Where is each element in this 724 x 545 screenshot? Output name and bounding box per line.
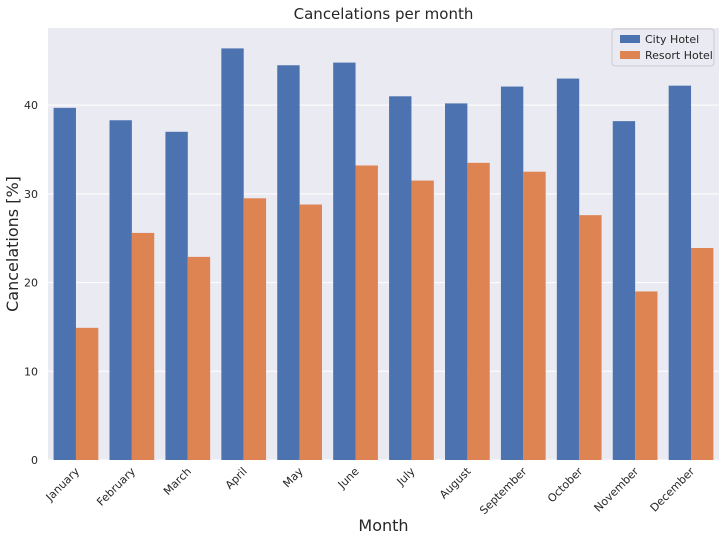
bar-resort-hotel-january bbox=[75, 327, 99, 460]
bar-resort-hotel-december bbox=[691, 247, 714, 460]
grid-lines bbox=[48, 104, 719, 461]
bar-resort-hotel-november bbox=[635, 291, 658, 460]
bar-city-hotel-june bbox=[333, 62, 356, 460]
y-tick-label: 0 bbox=[31, 454, 38, 467]
x-tick-label: July bbox=[394, 465, 418, 489]
bar-resort-hotel-april bbox=[243, 198, 267, 460]
x-tick-label: April bbox=[223, 465, 250, 492]
y-tick-labels: 0 10 20 30 40 bbox=[24, 99, 38, 467]
bar-city-hotel-january bbox=[53, 107, 76, 461]
bar-resort-hotel-march bbox=[187, 256, 211, 460]
x-tick-label: February bbox=[94, 465, 138, 509]
x-tick-label: May bbox=[280, 465, 306, 491]
legend: City Hotel Resort Hotel bbox=[611, 28, 715, 67]
bar-resort-hotel-august bbox=[467, 162, 490, 460]
bar-city-hotel-february bbox=[109, 120, 132, 460]
bar-city-hotel-july bbox=[389, 96, 412, 461]
legend-swatch bbox=[620, 35, 640, 43]
x-tick-label: December bbox=[648, 465, 698, 515]
x-tick-label: June bbox=[335, 465, 362, 492]
bar-city-hotel-september bbox=[500, 86, 524, 460]
y-tick-label: 30 bbox=[24, 188, 38, 201]
y-tick-label: 20 bbox=[24, 277, 38, 290]
bar-resort-hotel-july bbox=[411, 180, 434, 460]
x-tick-label: September bbox=[477, 465, 530, 518]
bar-resort-hotel-october bbox=[579, 215, 602, 460]
legend-label: City Hotel bbox=[645, 33, 699, 46]
legend-label: Resort Hotel bbox=[645, 49, 713, 62]
bar-city-hotel-october bbox=[556, 78, 580, 461]
y-tick-label: 40 bbox=[24, 99, 38, 112]
plot-background bbox=[48, 28, 719, 460]
legend-swatch bbox=[620, 51, 640, 59]
bar-resort-hotel-september bbox=[523, 171, 546, 460]
x-tick-label: October bbox=[545, 465, 586, 506]
x-tick-label: January bbox=[43, 465, 83, 505]
bar-resort-hotel-may bbox=[299, 204, 322, 460]
x-tick-label: March bbox=[161, 465, 194, 498]
x-tick-label: August bbox=[437, 464, 474, 501]
y-axis-title: Cancelations [%] bbox=[3, 176, 22, 312]
chart-title: Cancelations per month bbox=[294, 5, 474, 23]
y-tick-label: 10 bbox=[24, 365, 38, 378]
x-tick-labels: January February March April May June July Augu… bbox=[43, 464, 698, 517]
bar-city-hotel-may bbox=[277, 65, 300, 460]
x-axis-title: Month bbox=[358, 516, 408, 535]
x-tick-label: November bbox=[592, 465, 642, 515]
bar-resort-hotel-february bbox=[131, 232, 155, 460]
bar-city-hotel-april bbox=[221, 48, 244, 460]
bar-resort-hotel-june bbox=[355, 165, 378, 460]
bar-city-hotel-august bbox=[445, 103, 468, 460]
bars bbox=[53, 48, 714, 461]
bar-city-hotel-november bbox=[612, 121, 636, 460]
bar-city-hotel-december bbox=[668, 85, 692, 461]
bar-city-hotel-march bbox=[165, 131, 188, 461]
